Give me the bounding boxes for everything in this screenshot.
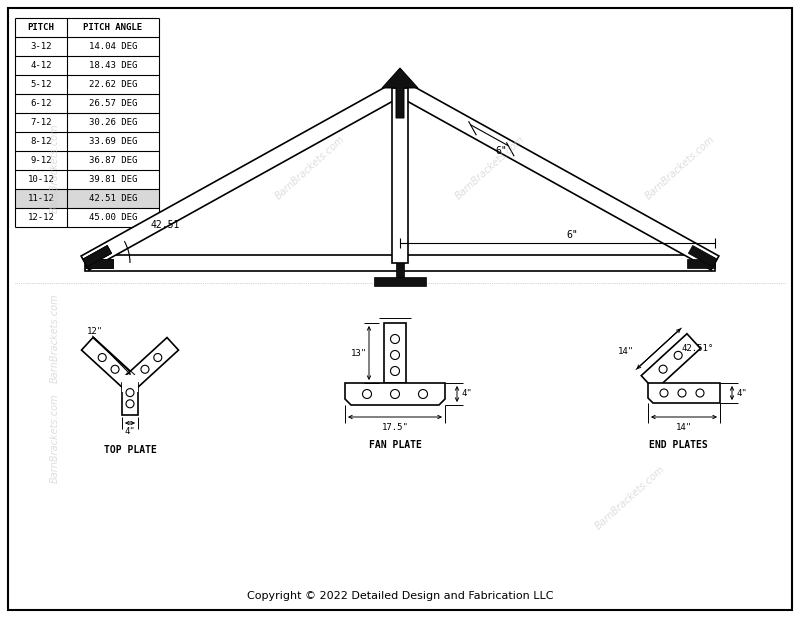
Polygon shape [122, 383, 138, 415]
Polygon shape [85, 255, 715, 271]
Polygon shape [642, 334, 701, 391]
Polygon shape [688, 245, 717, 267]
Text: BarnBrackets.com: BarnBrackets.com [50, 293, 60, 383]
Text: BarnBrackets.com: BarnBrackets.com [274, 134, 346, 201]
Text: 39.81 DEG: 39.81 DEG [89, 175, 137, 184]
Text: 22.62 DEG: 22.62 DEG [89, 80, 137, 89]
Text: BarnBrackets.com: BarnBrackets.com [594, 464, 666, 531]
Text: Copyright © 2022 Detailed Design and Fabrication LLC: Copyright © 2022 Detailed Design and Fab… [246, 591, 554, 601]
Text: 42.51 DEG: 42.51 DEG [89, 194, 137, 203]
Text: 5-12: 5-12 [30, 80, 52, 89]
Circle shape [141, 365, 149, 373]
Text: 18.43 DEG: 18.43 DEG [89, 61, 137, 70]
Circle shape [696, 389, 704, 397]
Text: 30.26 DEG: 30.26 DEG [89, 118, 137, 127]
Text: 10-12: 10-12 [27, 175, 54, 184]
Text: 4": 4" [125, 426, 135, 436]
Text: BarnBrackets.com: BarnBrackets.com [454, 134, 526, 201]
Polygon shape [396, 81, 719, 270]
Text: 36.87 DEG: 36.87 DEG [89, 156, 137, 165]
Text: 3-12: 3-12 [30, 42, 52, 51]
Text: 8-12: 8-12 [30, 137, 52, 146]
Text: 7-12: 7-12 [30, 118, 52, 127]
Text: 33.69 DEG: 33.69 DEG [89, 137, 137, 146]
Text: 6": 6" [566, 230, 578, 240]
Text: FAN PLATE: FAN PLATE [369, 440, 422, 450]
Circle shape [678, 389, 686, 397]
Text: 14.04 DEG: 14.04 DEG [89, 42, 137, 51]
Text: 14": 14" [676, 423, 692, 431]
Polygon shape [345, 383, 445, 405]
Polygon shape [85, 258, 113, 268]
Polygon shape [81, 81, 404, 270]
Bar [122, 375, 138, 391]
Text: 12": 12" [87, 326, 103, 336]
Bar [15, 189, 159, 208]
Circle shape [362, 389, 371, 399]
Text: TOP PLATE: TOP PLATE [103, 445, 157, 455]
Polygon shape [382, 68, 418, 118]
Bar [384, 323, 406, 383]
Circle shape [418, 389, 427, 399]
Circle shape [390, 366, 399, 376]
Circle shape [390, 334, 399, 344]
Text: 6": 6" [495, 146, 507, 156]
Polygon shape [82, 337, 136, 389]
Text: 9-12: 9-12 [30, 156, 52, 165]
Circle shape [126, 400, 134, 408]
Text: 45.00 DEG: 45.00 DEG [89, 213, 137, 222]
Text: 6-12: 6-12 [30, 99, 52, 108]
Polygon shape [687, 258, 715, 268]
Circle shape [111, 365, 119, 373]
Circle shape [674, 352, 682, 359]
Text: 17.5": 17.5" [382, 423, 409, 431]
Circle shape [390, 350, 399, 360]
Polygon shape [85, 258, 113, 268]
Circle shape [390, 389, 399, 399]
Polygon shape [392, 88, 408, 263]
Text: BarnBrackets.com: BarnBrackets.com [50, 393, 60, 483]
Text: 42.51: 42.51 [150, 220, 180, 230]
Circle shape [659, 365, 667, 373]
Polygon shape [83, 245, 112, 267]
Circle shape [126, 389, 134, 397]
Text: BarnBrackets.com: BarnBrackets.com [50, 123, 60, 213]
Polygon shape [396, 263, 404, 281]
Circle shape [98, 353, 106, 362]
Text: 14": 14" [618, 347, 634, 356]
Polygon shape [124, 337, 178, 389]
Circle shape [660, 389, 668, 397]
Text: 42.51°: 42.51° [682, 344, 714, 353]
Text: PITCH: PITCH [27, 23, 54, 32]
Polygon shape [83, 245, 112, 267]
Text: 4": 4" [737, 389, 747, 397]
Circle shape [154, 353, 162, 362]
Text: 11-12: 11-12 [27, 194, 54, 203]
Text: END PLATES: END PLATES [649, 440, 707, 450]
Text: 26.57 DEG: 26.57 DEG [89, 99, 137, 108]
Polygon shape [374, 276, 426, 286]
Text: 4-12: 4-12 [30, 61, 52, 70]
Text: 4": 4" [462, 389, 472, 399]
Text: 12-12: 12-12 [27, 213, 54, 222]
Polygon shape [648, 383, 720, 403]
Text: BarnBrackets.com: BarnBrackets.com [643, 134, 717, 201]
Text: PITCH ANGLE: PITCH ANGLE [83, 23, 142, 32]
Text: 13": 13" [351, 349, 367, 357]
